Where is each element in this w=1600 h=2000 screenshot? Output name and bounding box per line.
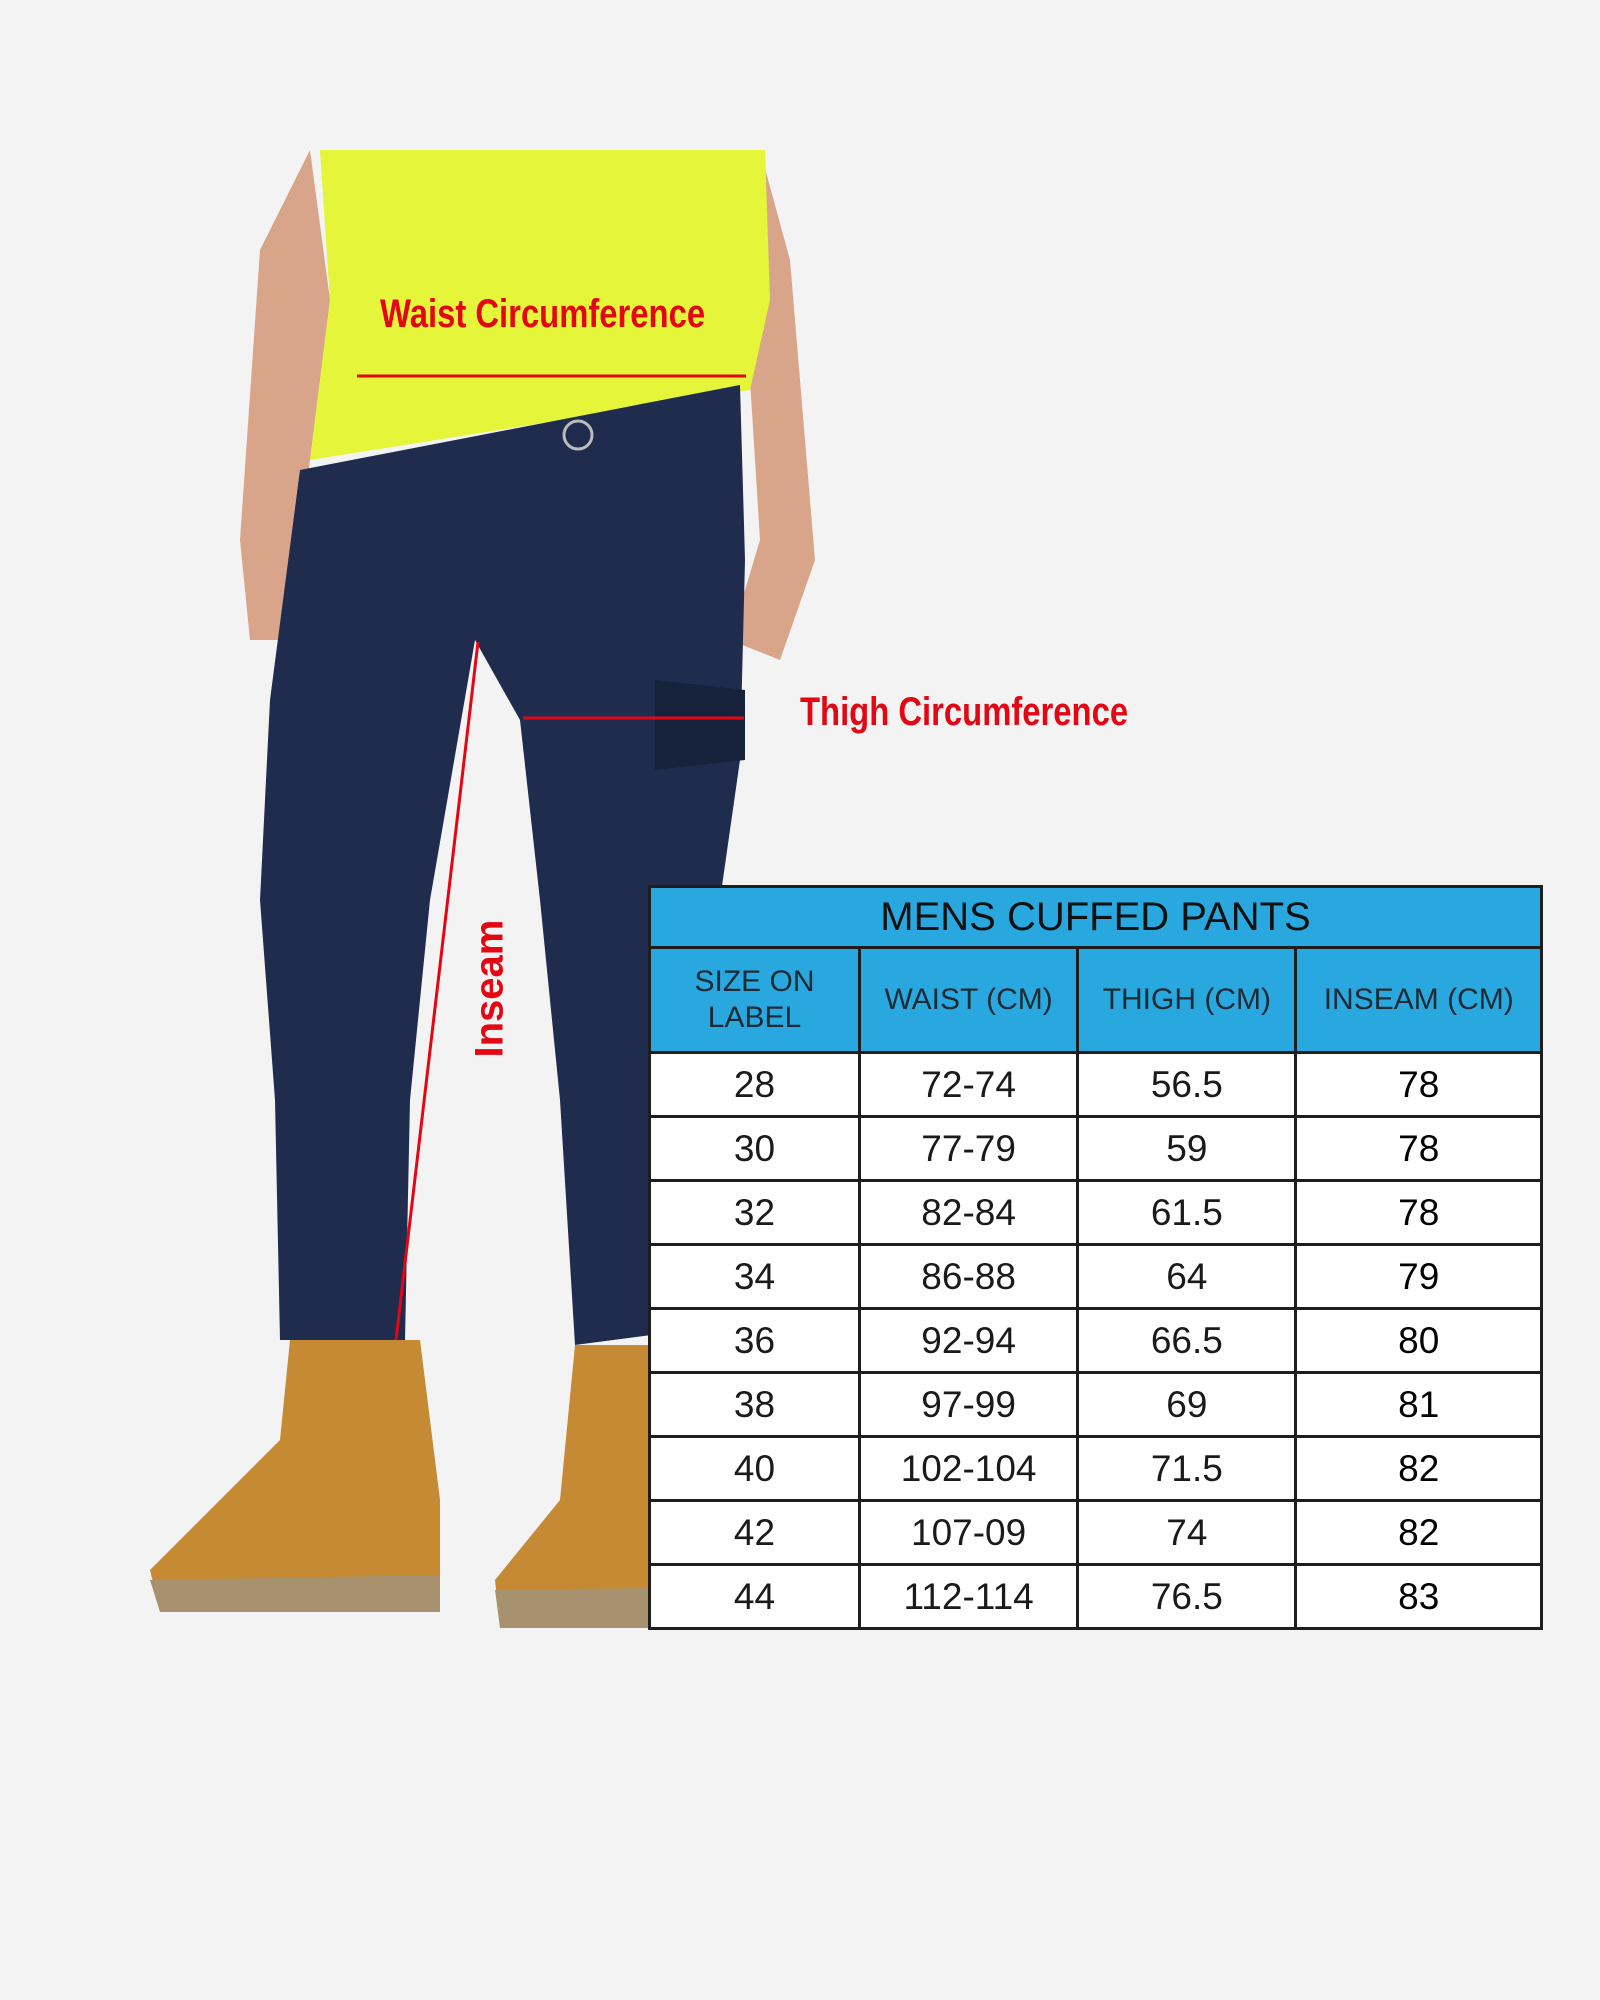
thigh-circumference-label: Thigh Circumference [800,690,1129,734]
table-cell: 107-09 [857,1499,1080,1566]
table-cell: 82 [1294,1435,1543,1502]
column-header: SIZE ON LABEL [648,946,861,1054]
table-title: MENS CUFFED PANTS [648,885,1543,949]
inseam-line [394,641,480,1341]
column-header: THIGH (CM) [1076,946,1298,1054]
table-cell: 80 [1294,1307,1543,1374]
waist-circumference-label: Waist Circumference [380,292,706,336]
table-cell: 28 [648,1051,861,1118]
table-cell: 71.5 [1076,1435,1298,1502]
table-row: 38 97-99 69 81 [648,1371,1543,1438]
table-row: 40 102-104 71.5 82 [648,1435,1543,1502]
table-cell: 83 [1294,1563,1543,1630]
table-cell: 40 [648,1435,861,1502]
table-row: 42 107-09 74 82 [648,1499,1543,1566]
size-chart-table: MENS CUFFED PANTS SIZE ON LABEL WAIST (CM… [648,885,1543,1630]
table-cell: 59 [1076,1115,1298,1182]
table-cell: 76.5 [1076,1563,1298,1630]
table-cell: 32 [648,1179,861,1246]
table-cell: 79 [1294,1243,1543,1310]
table-cell: 69 [1076,1371,1298,1438]
table-cell: 56.5 [1076,1051,1298,1118]
table-row: 28 72-74 56.5 78 [648,1051,1543,1118]
table-cell: 82 [1294,1499,1543,1566]
table-cell: 74 [1076,1499,1298,1566]
left-arm [240,150,330,640]
table-cell: 102-104 [857,1435,1080,1502]
table-cell: 77-79 [857,1115,1080,1182]
table-cell: 92-94 [857,1307,1080,1374]
table-row: 30 77-79 59 78 [648,1115,1543,1182]
table-cell: 64 [1076,1243,1298,1310]
table-cell: 38 [648,1371,861,1438]
table-cell: 112-114 [857,1563,1080,1630]
table-row: 36 92-94 66.5 80 [648,1307,1543,1374]
table-row: 34 86-88 64 79 [648,1243,1543,1310]
column-header: INSEAM (CM) [1294,946,1543,1054]
table-cell: 97-99 [857,1371,1080,1438]
table-cell: 66.5 [1076,1307,1298,1374]
table-cell: 78 [1294,1179,1543,1246]
table-cell: 36 [648,1307,861,1374]
column-header: WAIST (CM) [857,946,1080,1054]
left-boot [150,1340,440,1610]
right-boot [495,1345,650,1625]
table-cell: 78 [1294,1115,1543,1182]
table-row: 32 82-84 61.5 78 [648,1179,1543,1246]
table-cell: 78 [1294,1051,1543,1118]
table-cell: 34 [648,1243,861,1310]
table-cell: 44 [648,1563,861,1630]
table-row: 44 112-114 76.5 83 [648,1563,1543,1630]
table-cell: 61.5 [1076,1179,1298,1246]
inseam-label: Inseam [467,919,512,1058]
table-cell: 30 [648,1115,861,1182]
table-cell: 81 [1294,1371,1543,1438]
header-row: SIZE ON LABEL WAIST (CM) THIGH (CM) INSEAM … [648,946,1543,1054]
pants [260,385,745,1345]
table-cell: 82-84 [857,1179,1080,1246]
shirt [310,150,770,460]
table-cell: 86-88 [857,1243,1080,1310]
table-cell: 42 [648,1499,861,1566]
table-cell: 72-74 [857,1051,1080,1118]
